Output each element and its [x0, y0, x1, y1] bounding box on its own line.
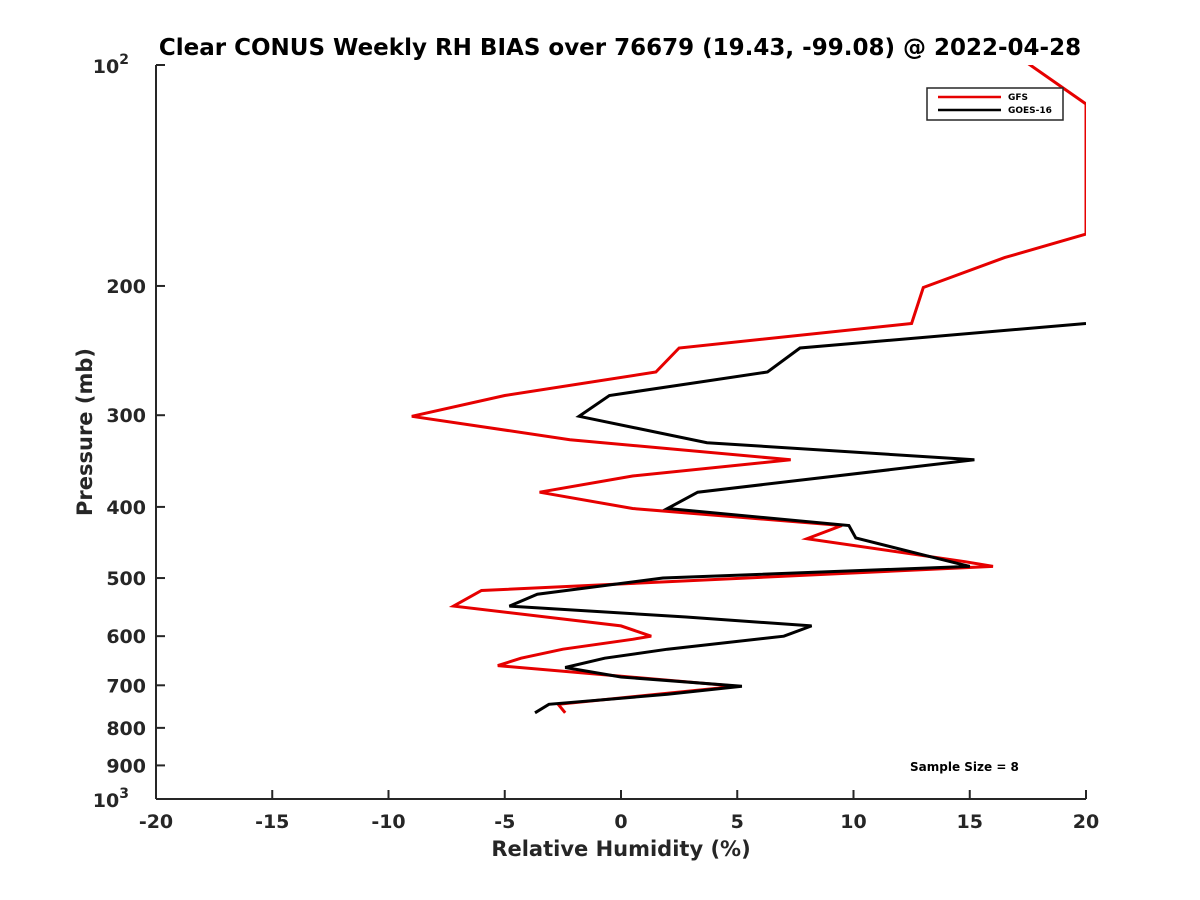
x-tick-label: 20: [1073, 811, 1099, 833]
x-axis-ticks: -20 -15 -10 -5 0 5 10 15 20: [139, 790, 1099, 833]
chart-title: Clear CONUS Weekly RH BIAS over 76679 (1…: [159, 35, 1081, 61]
x-tick-label: 15: [957, 811, 983, 833]
y-tick-label: 700: [106, 675, 146, 697]
y-tick-label: 200: [106, 276, 146, 298]
x-tick-label: -20: [139, 811, 173, 833]
series-line-goes16: [508, 322, 1086, 715]
y-axis-ticks: 102 200 300 400 500 600 700 800 900 103: [93, 52, 165, 812]
y-tick-label: 400: [106, 497, 146, 519]
x-axis-label: Relative Humidity (%): [491, 837, 750, 861]
x-tick-label: -15: [255, 811, 289, 833]
x-tick-label: 5: [731, 811, 744, 833]
y-tick-label: 102: [93, 52, 129, 78]
y-tick-label: 600: [106, 626, 146, 648]
y-axis-label: Pressure (mb): [73, 348, 97, 516]
x-tick-label: -5: [494, 811, 515, 833]
y-tick-label: 103: [93, 786, 129, 812]
y-tick-label: 900: [106, 755, 146, 777]
series-line-gfs: [411, 65, 1086, 714]
y-tick-label: 300: [106, 405, 146, 427]
legend: GFS GOES-16: [926, 87, 1064, 121]
legend-box: [926, 87, 1064, 121]
y-tick-label: 500: [106, 568, 146, 590]
x-tick-label: 10: [840, 811, 866, 833]
legend-label-goes16: GOES-16: [1008, 106, 1052, 116]
legend-label-gfs: GFS: [1008, 93, 1028, 103]
series-layer: [411, 65, 1086, 715]
x-tick-label: 0: [614, 811, 627, 833]
sample-size-annotation: Sample Size = 8: [910, 760, 1019, 774]
y-tick-label: 800: [106, 718, 146, 740]
x-tick-label: -10: [371, 811, 405, 833]
